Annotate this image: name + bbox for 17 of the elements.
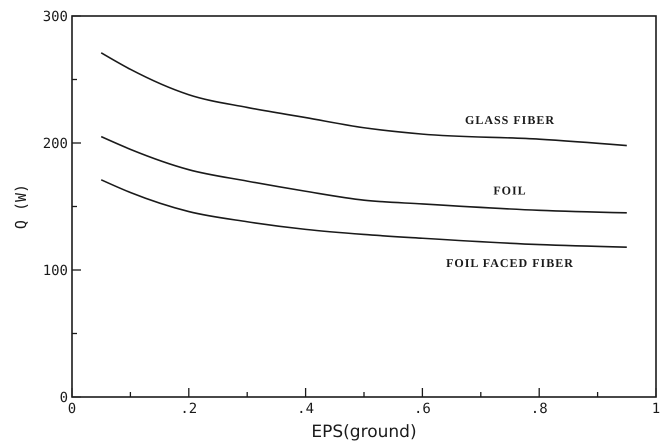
- y-tick-label: 100: [42, 263, 68, 279]
- y-tick-label: 300: [42, 9, 68, 25]
- series-label: GLASS FIBER: [464, 112, 556, 127]
- y-axis-title: Q (W): [12, 184, 30, 230]
- x-tick-label: .8: [530, 401, 548, 417]
- series-label: FOIL: [493, 184, 527, 198]
- y-tick-label: 0: [60, 390, 68, 406]
- line-series: [100, 52, 628, 146]
- x-tick-label: .2: [180, 401, 198, 417]
- line-series: [100, 179, 628, 248]
- x-tick-label: .6: [414, 401, 431, 417]
- y-tick-label: 200: [42, 136, 68, 152]
- series-label: FOIL FACED FIBER: [446, 256, 574, 270]
- x-tick-label: 1: [652, 401, 660, 417]
- x-tick-label: .4: [297, 401, 314, 417]
- line-series: [100, 136, 628, 214]
- x-axis-title: EPS(ground): [311, 422, 417, 442]
